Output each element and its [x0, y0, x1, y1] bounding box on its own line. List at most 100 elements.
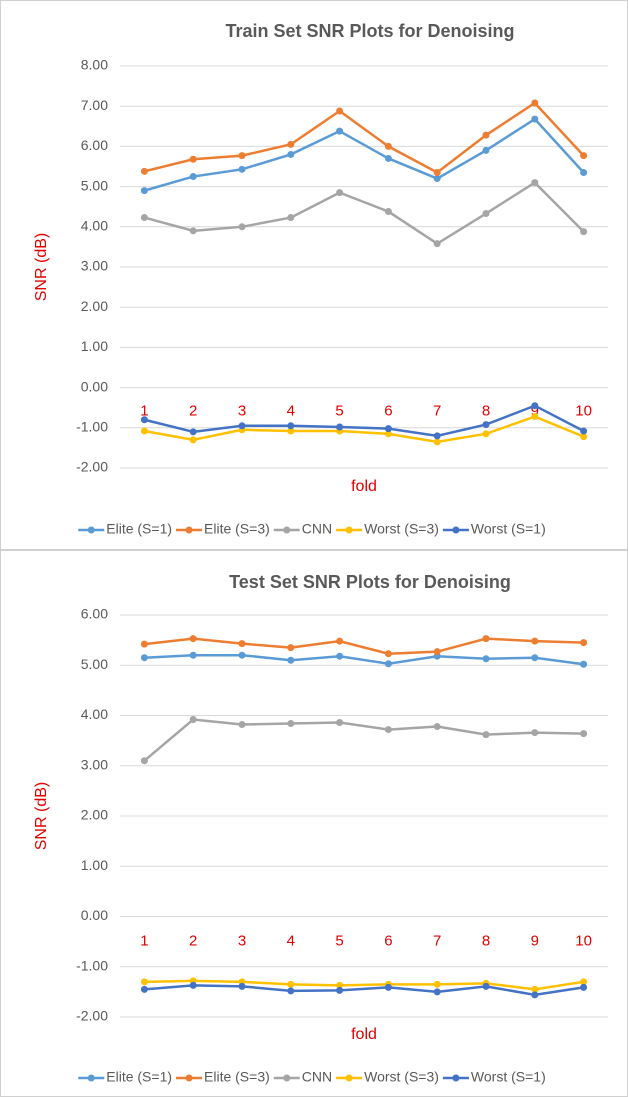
y-tick-label: 4.00: [81, 706, 108, 722]
chart-title: Test Set SNR Plots for Denoising: [229, 572, 511, 592]
data-point: [580, 228, 588, 236]
data-point: [482, 982, 490, 990]
data-point: [189, 428, 197, 436]
legend-label: Worst (S=1): [471, 1069, 546, 1085]
data-point: [580, 730, 588, 738]
data-point: [140, 654, 148, 662]
data-point: [336, 652, 344, 660]
y-tick-label: -1.00: [76, 957, 108, 973]
data-point: [580, 978, 588, 986]
data-point: [384, 208, 392, 216]
data-point: [238, 721, 246, 729]
data-point: [140, 187, 148, 195]
data-point: [482, 635, 490, 643]
data-point: [238, 640, 246, 648]
series-line: [144, 637, 584, 655]
data-point: [580, 660, 588, 668]
series-line: [143, 718, 584, 762]
x-tick-label: 9: [531, 932, 539, 949]
legend-label: Worst (S=3): [364, 521, 439, 537]
y-tick-label: 4.00: [81, 218, 108, 234]
legend-label: Worst (S=1): [471, 521, 546, 537]
data-point: [238, 651, 246, 659]
legend-marker: [283, 526, 291, 534]
x-tick-label: 8: [482, 932, 490, 949]
data-point: [482, 421, 490, 429]
legend-label: Elite (S=3): [204, 521, 270, 537]
data-point: [580, 169, 588, 177]
data-point: [384, 726, 392, 734]
y-tick-label: 6.00: [81, 606, 108, 622]
data-point: [433, 432, 441, 440]
legend-marker: [283, 1074, 291, 1082]
y-tick-label: 1.00: [81, 857, 108, 873]
data-point: [482, 131, 490, 139]
x-tick-label: 8: [482, 403, 490, 420]
legend-marker: [345, 526, 353, 534]
y-tick-label: 6.00: [81, 137, 108, 153]
data-point: [238, 422, 246, 430]
y-tick-label: 5.00: [81, 177, 108, 193]
data-point: [531, 115, 539, 123]
x-tick-label: 6: [384, 932, 392, 949]
x-tick-label: 7: [433, 932, 441, 949]
data-point: [140, 167, 148, 175]
legend: Elite (S=1) Elite (S=3) CNN Worst (S=3) Wors…: [78, 521, 546, 537]
data-point: [433, 648, 441, 656]
y-tick-label: -2.00: [76, 459, 108, 475]
data-point: [287, 720, 295, 728]
data-point: [140, 214, 148, 222]
data-point: [189, 155, 197, 163]
y-axis-label: SNR (dB): [33, 782, 50, 850]
data-point: [287, 987, 295, 995]
data-point: [287, 656, 295, 664]
data-point: [336, 189, 344, 197]
data-point: [482, 210, 490, 218]
data-point: [384, 425, 392, 433]
data-point: [189, 635, 197, 643]
series-line: [144, 101, 585, 175]
data-point: [433, 980, 441, 988]
data-point: [433, 169, 441, 177]
data-point: [238, 152, 246, 160]
x-tick-label: 1: [140, 403, 148, 420]
data-point: [433, 723, 441, 731]
data-point: [482, 146, 490, 154]
legend-marker: [87, 526, 95, 534]
data-point: [384, 142, 392, 150]
data-point: [287, 980, 295, 988]
x-axis-label: fold: [351, 1026, 377, 1043]
data-point: [580, 639, 588, 647]
data-point: [531, 985, 539, 993]
x-tick-label: 10: [575, 403, 592, 420]
data-point: [287, 150, 295, 158]
x-tick-label: 1: [140, 932, 148, 949]
x-tick-label: 5: [335, 403, 343, 420]
data-point: [531, 413, 539, 421]
data-point: [580, 427, 588, 435]
data-point: [140, 985, 148, 993]
legend-marker: [345, 1074, 353, 1082]
data-point: [238, 165, 246, 173]
legend-label: CNN: [302, 521, 332, 537]
series-line: [144, 979, 584, 991]
data-point: [287, 422, 295, 430]
y-tick-label: 0.00: [81, 907, 108, 923]
data-point: [336, 986, 344, 994]
x-tick-label: 9: [531, 403, 539, 420]
x-tick-label: 7: [433, 403, 441, 420]
data-point: [580, 152, 588, 160]
series-line: [144, 180, 585, 246]
x-tick-label: 2: [189, 403, 197, 420]
data-point: [531, 991, 539, 999]
data-point: [189, 716, 197, 724]
series-line: [144, 653, 584, 666]
data-point: [580, 983, 588, 991]
legend-marker: [185, 526, 193, 534]
data-point: [238, 982, 246, 990]
legend-label: Elite (S=1): [106, 1069, 172, 1085]
series-line: [144, 984, 584, 997]
legend-label: Worst (S=3): [364, 1069, 439, 1085]
x-axis-label: fold: [351, 478, 377, 495]
